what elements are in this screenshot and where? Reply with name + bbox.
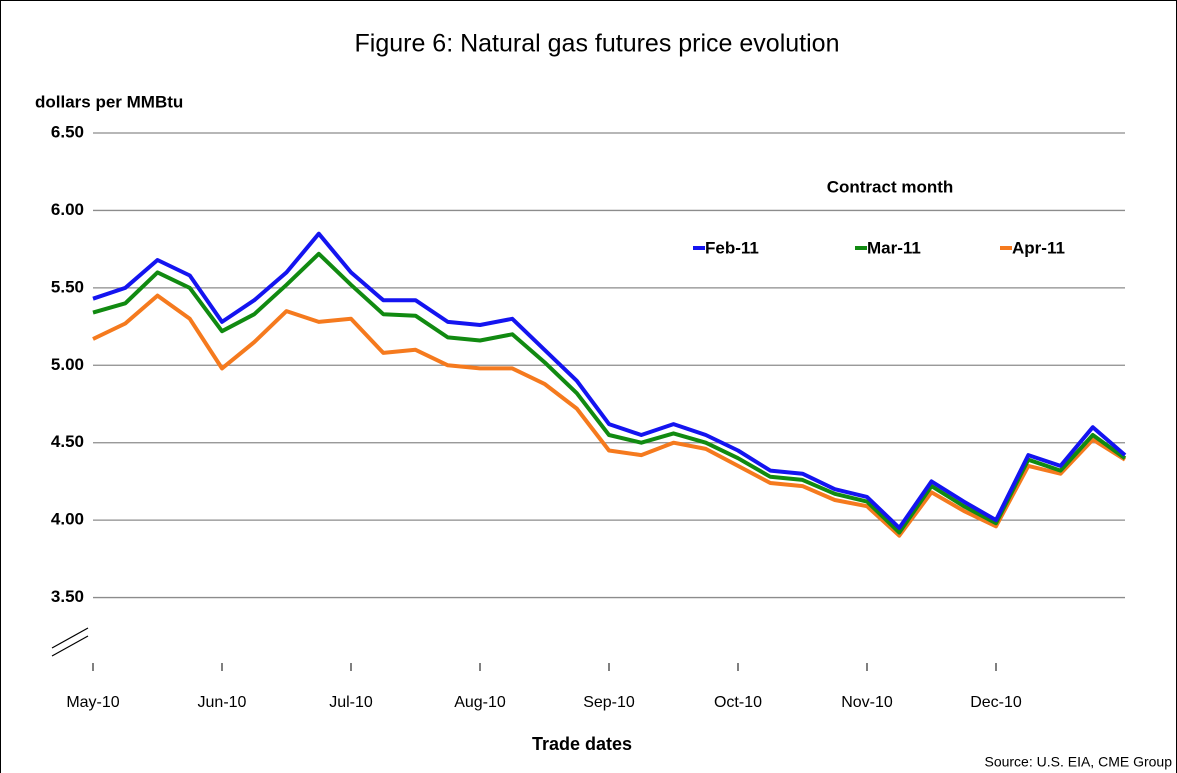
y-tick-label: 4.00 [51, 510, 84, 529]
x-tick-label: Oct-10 [714, 694, 762, 711]
y-tick-label: 4.50 [51, 432, 84, 451]
y-tick-label: 3.50 [51, 587, 84, 606]
x-axis-label: Trade dates [532, 734, 632, 754]
data-line [92, 251, 1127, 535]
legend-label: Apr-11 [1012, 238, 1065, 257]
chart-title: Figure 6: Natural gas futures price evol… [355, 30, 840, 58]
x-tick-label: Aug-10 [454, 694, 506, 711]
legend-label: Mar-11 [867, 238, 921, 257]
y-tick-label: 5.00 [51, 355, 84, 374]
source-note: Source: U.S. EIA, CME Group [984, 754, 1172, 770]
x-tick-label: Jun-10 [198, 694, 247, 711]
x-tick-label: May-10 [66, 694, 119, 711]
y-tick-label: 5.50 [51, 277, 84, 296]
data-line [92, 231, 1127, 530]
x-tick-label: Jul-10 [329, 694, 373, 711]
axis-break-line [51, 627, 89, 649]
legend-label: Feb-11 [705, 238, 759, 257]
axis-break [51, 627, 89, 657]
x-tick-label: Sep-10 [583, 694, 635, 711]
y-axis-label: dollars per MMBtu [35, 92, 183, 111]
y-tick-label: 6.00 [51, 200, 84, 219]
axis-break-line [51, 635, 89, 657]
x-tick-label: Dec-10 [970, 694, 1022, 711]
x-tick-label: Nov-10 [841, 694, 893, 711]
y-tick-label: 6.50 [51, 122, 84, 141]
data-line [92, 293, 1127, 538]
legend-title: Contract month [827, 177, 954, 196]
